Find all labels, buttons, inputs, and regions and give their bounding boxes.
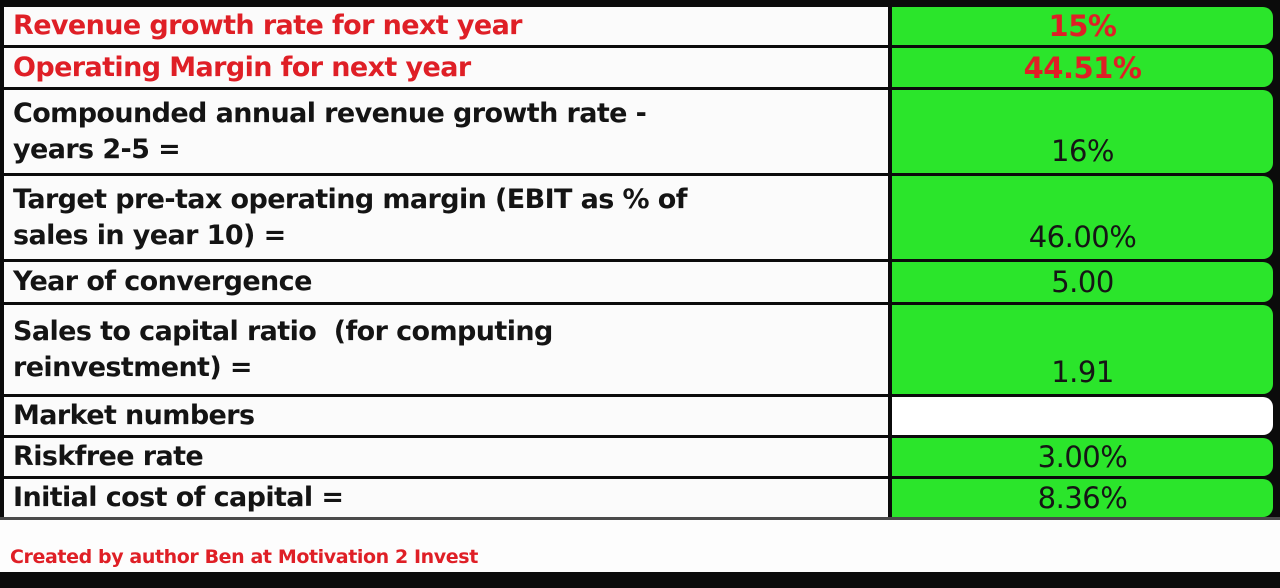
value-cell[interactable]: 5.00	[892, 262, 1273, 302]
value-cell[interactable]: 16%	[892, 90, 1273, 173]
value-cell[interactable]: 46.00%	[892, 176, 1273, 259]
credit-text: Created by author Ben at Motivation 2 In…	[10, 546, 478, 568]
row-target-pretax-margin: Target pre-tax operating margin (EBIT as…	[0, 176, 1280, 262]
top-bar	[0, 0, 1280, 7]
value-cell[interactable]: 3.00%	[892, 438, 1273, 476]
label-cell[interactable]: Initial cost of capital =	[0, 479, 888, 517]
value-cell[interactable]: 44.51%	[892, 48, 1273, 87]
label-cell[interactable]: Revenue growth rate for next year	[0, 7, 888, 45]
value-cell[interactable]: 8.36%	[892, 479, 1273, 517]
value-cell[interactable]: 15%	[892, 7, 1273, 45]
row-sales-to-capital: Sales to capital ratio (for computing re…	[0, 305, 1280, 397]
value-cell[interactable]	[892, 397, 1273, 435]
label-cell[interactable]: Sales to capital ratio (for computing re…	[0, 305, 888, 394]
label-cell[interactable]: Riskfree rate	[0, 438, 888, 476]
row-market-numbers: Market numbers	[0, 397, 1280, 438]
row-year-of-convergence: Year of convergence 5.00	[0, 262, 1280, 305]
assumptions-table: Revenue growth rate for next year 15% Op…	[0, 7, 1280, 520]
row-riskfree-rate: Riskfree rate 3.00%	[0, 438, 1280, 479]
label-cell[interactable]: Compounded annual revenue growth rate - …	[0, 90, 888, 173]
row-initial-cost-of-capital: Initial cost of capital = 8.36%	[0, 479, 1280, 520]
label-cell[interactable]: Market numbers	[0, 397, 888, 435]
row-revenue-growth: Revenue growth rate for next year 15%	[0, 7, 1280, 48]
bottom-bar	[0, 572, 1280, 588]
credit-row: Created by author Ben at Motivation 2 In…	[0, 520, 1280, 572]
label-cell[interactable]: Operating Margin for next year	[0, 48, 888, 87]
label-cell[interactable]: Target pre-tax operating margin (EBIT as…	[0, 176, 888, 259]
row-cagr-years-2-5: Compounded annual revenue growth rate - …	[0, 90, 1280, 176]
row-operating-margin: Operating Margin for next year 44.51%	[0, 48, 1280, 90]
value-cell[interactable]: 1.91	[892, 305, 1273, 394]
label-cell[interactable]: Year of convergence	[0, 262, 888, 302]
